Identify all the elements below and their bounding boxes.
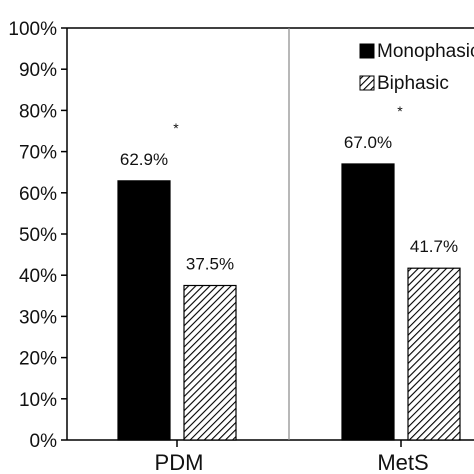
data-labels: 62.9% 67.0% 37.5% 41.7% * *	[120, 103, 458, 274]
bar-biphasic-pdm	[183, 284, 237, 441]
data-label: 41.7%	[410, 237, 458, 256]
data-label: 67.0%	[344, 133, 392, 152]
y-tick-label: 0%	[30, 431, 58, 452]
y-tick-label: 100%	[8, 19, 57, 40]
significance-mark: *	[397, 103, 403, 119]
axes: 0% 10% 20% 30% 40% 50% 60% 70% 80% 90% 100% PDM MetS	[8, 19, 474, 474]
y-tick-label: 50%	[19, 225, 57, 246]
y-tick-label: 90%	[19, 60, 57, 81]
legend-label: Monophasic	[377, 41, 474, 62]
x-category-label: MetS	[377, 450, 428, 474]
legend-label: Biphasic	[377, 73, 449, 94]
data-label: 37.5%	[186, 255, 234, 274]
legend-swatch-biphasic	[359, 75, 375, 91]
y-tick-label: 40%	[19, 266, 57, 287]
y-tick-label: 80%	[19, 101, 57, 122]
y-tick-label: 20%	[19, 349, 57, 370]
legend: Monophasic Biphasic	[359, 41, 474, 94]
y-tick-label: 30%	[19, 307, 57, 328]
x-category-label: PDM	[155, 450, 204, 474]
bar-monophasic-pdm	[117, 180, 171, 441]
bar-biphasic-mets	[407, 267, 461, 441]
data-label: 62.9%	[120, 150, 168, 169]
significance-mark: *	[173, 120, 179, 136]
y-tick-label: 60%	[19, 184, 57, 205]
bar-monophasic-mets	[341, 163, 395, 441]
y-tick-label: 10%	[19, 390, 57, 411]
legend-swatch-monophasic	[359, 43, 375, 59]
bars	[117, 163, 461, 441]
y-tick-label: 70%	[19, 143, 57, 164]
